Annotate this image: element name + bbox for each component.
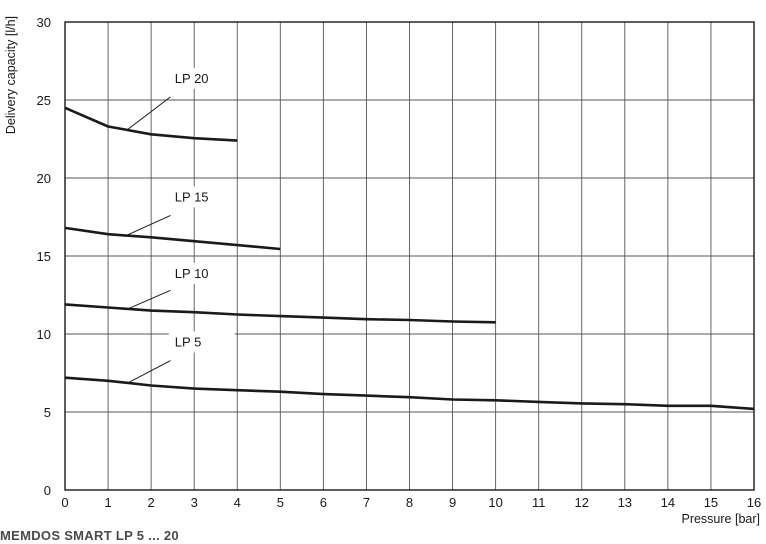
- x-tick-label: 9: [449, 495, 456, 510]
- series-label-lp20: LP 20: [175, 71, 209, 86]
- annotation-bg-lp5: [168, 331, 235, 353]
- x-tick-label: 6: [320, 495, 327, 510]
- x-tick-label: 12: [575, 495, 589, 510]
- x-tick-label: 10: [488, 495, 502, 510]
- plot-frame: [64, 21, 755, 491]
- grid-lines: [64, 21, 755, 491]
- x-tick-label: 8: [406, 495, 413, 510]
- x-tick-label: 15: [704, 495, 718, 510]
- series-label-lp10: LP 10: [175, 266, 209, 281]
- annotation-bg-lp10: [168, 262, 235, 284]
- x-tick-label: 5: [277, 495, 284, 510]
- y-tick-labels: 0 5 10 15 20 25 30: [37, 15, 51, 498]
- x-tick-label: 7: [363, 495, 370, 510]
- y-tick-label: 5: [44, 405, 51, 420]
- x-tick-label: 11: [532, 495, 546, 510]
- series-label-lp15: LP 15: [175, 189, 209, 204]
- annotation-bg-lp20: [168, 67, 235, 89]
- x-tick-label: 4: [234, 495, 241, 510]
- y-tick-label: 30: [37, 15, 51, 30]
- x-tick-label: 3: [191, 495, 198, 510]
- y-tick-label: 10: [37, 327, 51, 342]
- series-line-lp5: [64, 376, 755, 411]
- y-tick-label: 15: [37, 249, 51, 264]
- x-tick-label: 0: [61, 495, 68, 510]
- x-tick-label: 14: [661, 495, 675, 510]
- x-tick-label: 1: [104, 495, 111, 510]
- annotation-leader-lp15: [127, 214, 171, 236]
- y-tick-label: 25: [37, 93, 51, 108]
- annotation-leader-lp20: [127, 96, 171, 131]
- y-axis-label: Delivery capacity [l/h]: [4, 16, 18, 134]
- x-tick-label: 2: [148, 495, 155, 510]
- annotation-leader-lp10: [127, 289, 171, 310]
- x-axis-label: Pressure [bar]: [681, 512, 760, 526]
- x-tick-label: 16: [747, 495, 761, 510]
- series-line-lp20: [64, 106, 238, 142]
- x-tick-labels: 0 1 2 3 4 5 6 7 8 9 10 11 12 13 14 15 16: [61, 495, 761, 510]
- annotation-leader-lp5: [127, 360, 171, 384]
- series-line-lp10: [64, 303, 496, 324]
- chart-caption: MEMDOS SMART LP 5 ... 20: [0, 528, 179, 543]
- annotation-bg-lp15: [168, 186, 235, 208]
- series-label-lp5: LP 5: [175, 334, 202, 349]
- y-tick-label: 0: [44, 483, 51, 498]
- series-annotations: LP 20 LP 15 LP 10 LP 5: [127, 67, 235, 384]
- x-tick-label: 13: [618, 495, 632, 510]
- series-line-lp15: [64, 226, 281, 251]
- y-tick-label: 20: [37, 171, 51, 186]
- series-lines: [64, 106, 755, 411]
